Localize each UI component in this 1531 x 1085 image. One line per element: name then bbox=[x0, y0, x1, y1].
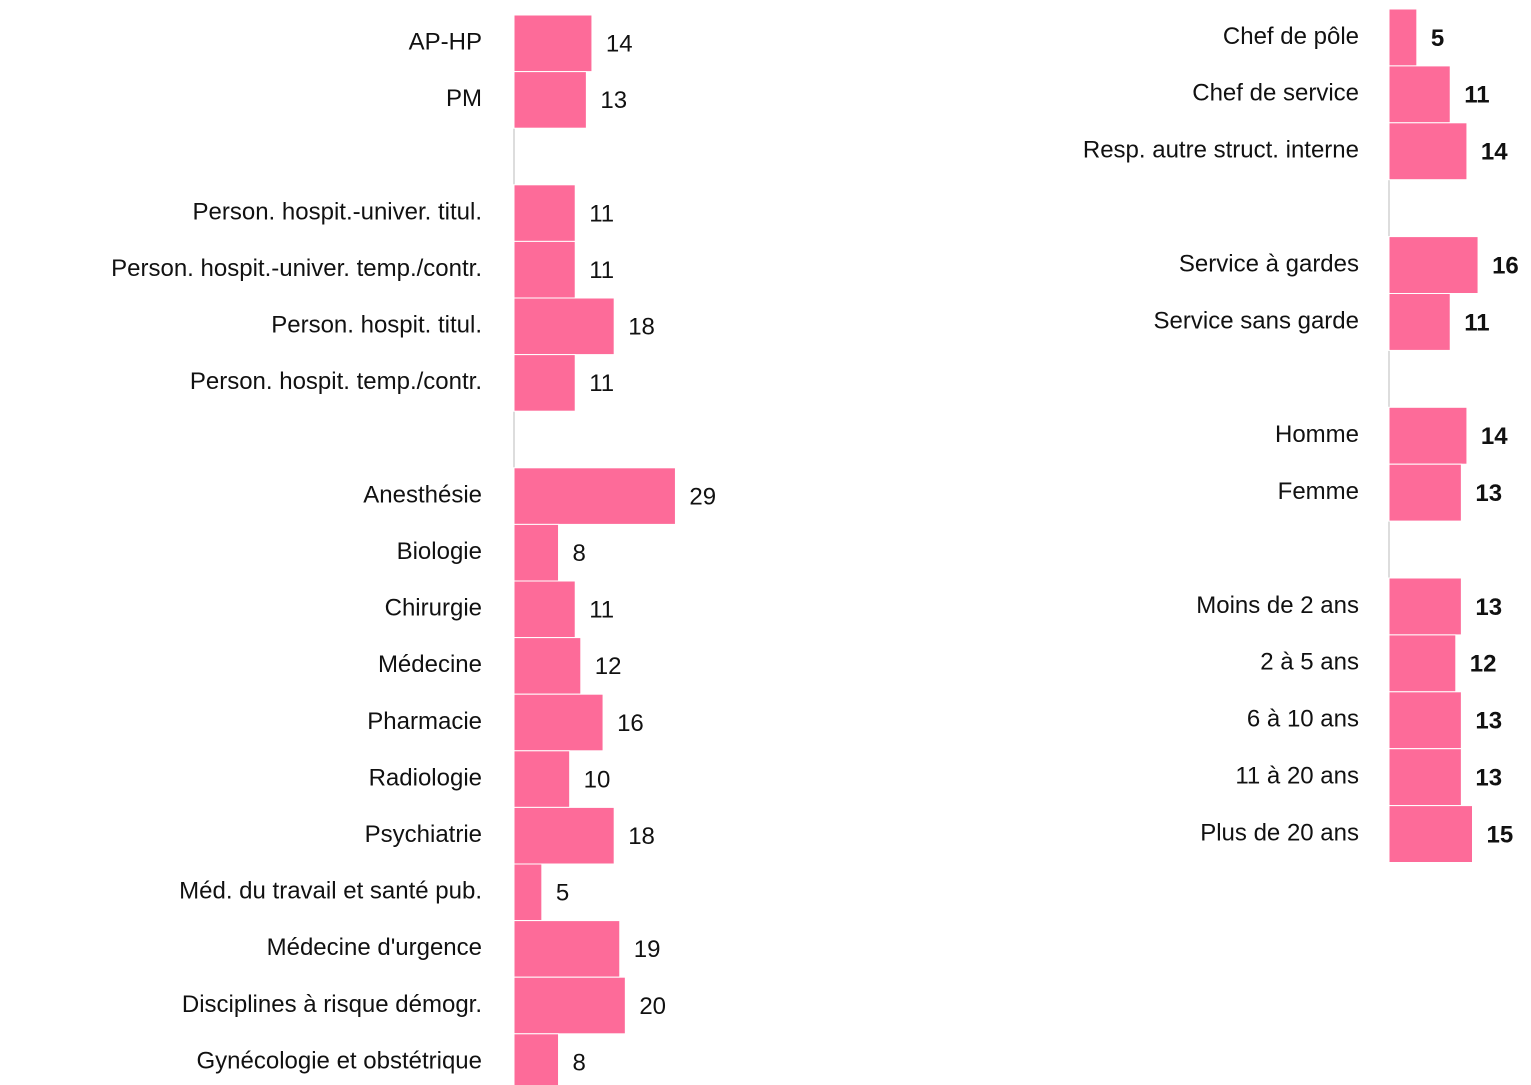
bar bbox=[513, 240, 576, 299]
bar bbox=[1388, 748, 1462, 807]
category-label: Méd. du travail et santé pub. bbox=[179, 878, 482, 905]
bar bbox=[1388, 236, 1479, 295]
data-label: 11 bbox=[589, 597, 614, 624]
bar bbox=[1388, 8, 1418, 67]
data-label: 11 bbox=[589, 257, 614, 284]
bar bbox=[1388, 634, 1457, 693]
data-label: 8 bbox=[573, 540, 586, 567]
bar bbox=[513, 863, 543, 922]
category-label: Chef de pôle bbox=[1223, 23, 1359, 50]
data-label: 10 bbox=[584, 766, 611, 793]
category-label: Service sans garde bbox=[1154, 307, 1359, 334]
bar bbox=[513, 14, 593, 73]
data-label: 14 bbox=[1481, 139, 1508, 166]
data-label: 13 bbox=[1475, 594, 1502, 621]
category-label: Plus de 20 ans bbox=[1200, 819, 1359, 846]
data-label: 16 bbox=[1492, 252, 1519, 279]
bar bbox=[513, 467, 676, 525]
category-label: Resp. autre struct. interne bbox=[1083, 137, 1359, 164]
data-label: 11 bbox=[589, 370, 614, 397]
bar bbox=[1388, 122, 1468, 181]
bar bbox=[513, 920, 621, 978]
category-label: Médecine d'urgence bbox=[267, 934, 482, 961]
bar bbox=[513, 750, 571, 808]
data-label: 13 bbox=[600, 87, 627, 114]
bar bbox=[513, 184, 576, 242]
category-label: 2 à 5 ans bbox=[1260, 649, 1359, 676]
bar bbox=[513, 637, 582, 695]
category-label: Radiologie bbox=[369, 764, 482, 791]
data-label: 5 bbox=[1431, 25, 1444, 52]
category-label: Médecine bbox=[378, 651, 482, 678]
bar bbox=[513, 1033, 560, 1085]
category-label: 6 à 10 ans bbox=[1247, 706, 1359, 733]
category-label: Femme bbox=[1278, 478, 1359, 505]
bar bbox=[1388, 65, 1451, 124]
bar bbox=[513, 523, 560, 582]
data-label: 12 bbox=[595, 653, 622, 680]
category-label: PM bbox=[446, 85, 482, 112]
data-label: 19 bbox=[634, 936, 661, 963]
data-label: 18 bbox=[628, 823, 655, 850]
bar bbox=[513, 354, 576, 412]
data-label: 20 bbox=[639, 993, 666, 1020]
bar bbox=[1388, 406, 1468, 465]
bar bbox=[513, 693, 604, 752]
category-label: Person. hospit. temp./contr. bbox=[190, 368, 482, 395]
data-label: 15 bbox=[1487, 821, 1514, 848]
data-label: 13 bbox=[1475, 708, 1502, 735]
data-label: 14 bbox=[606, 31, 633, 58]
data-label: 16 bbox=[617, 710, 644, 737]
category-label: Disciplines à risque démogr. bbox=[182, 991, 482, 1018]
data-label: 12 bbox=[1470, 651, 1497, 678]
category-label: Pharmacie bbox=[367, 708, 482, 735]
category-label: Person. hospit. titul. bbox=[271, 312, 482, 339]
category-label: 11 à 20 ans bbox=[1235, 762, 1359, 789]
data-label: 8 bbox=[573, 1049, 586, 1076]
data-label: 11 bbox=[1464, 82, 1489, 109]
bar bbox=[1388, 691, 1462, 750]
category-label: Chirurgie bbox=[385, 595, 482, 622]
bar bbox=[513, 580, 576, 639]
data-label: 11 bbox=[1464, 309, 1489, 336]
bar bbox=[513, 71, 587, 129]
bar bbox=[513, 806, 615, 865]
data-label: 13 bbox=[1475, 764, 1502, 791]
bar bbox=[1388, 805, 1473, 863]
bar bbox=[1388, 577, 1462, 636]
category-label: Psychiatrie bbox=[365, 821, 482, 848]
category-label: Biologie bbox=[397, 538, 482, 565]
data-label: 14 bbox=[1481, 423, 1508, 450]
bar bbox=[513, 297, 615, 356]
category-label: Homme bbox=[1275, 421, 1359, 448]
data-label: 13 bbox=[1475, 480, 1502, 507]
category-label: Person. hospit.-univer. titul. bbox=[193, 198, 482, 225]
data-label: 11 bbox=[589, 200, 614, 227]
category-label: Moins de 2 ans bbox=[1196, 592, 1359, 619]
data-label: 18 bbox=[628, 314, 655, 341]
bar bbox=[513, 976, 626, 1035]
category-label: Person. hospit.-univer. temp./contr. bbox=[111, 255, 482, 282]
category-label: Gynécologie et obstétrique bbox=[196, 1047, 482, 1074]
data-label: 29 bbox=[689, 483, 716, 510]
category-label: AP-HP bbox=[409, 29, 482, 56]
data-label: 5 bbox=[556, 880, 569, 907]
bar bbox=[1388, 463, 1462, 522]
category-label: Chef de service bbox=[1192, 80, 1359, 107]
category-label: Service à gardes bbox=[1179, 250, 1359, 277]
bar bbox=[1388, 293, 1451, 351]
category-label: Anesthésie bbox=[363, 481, 482, 508]
